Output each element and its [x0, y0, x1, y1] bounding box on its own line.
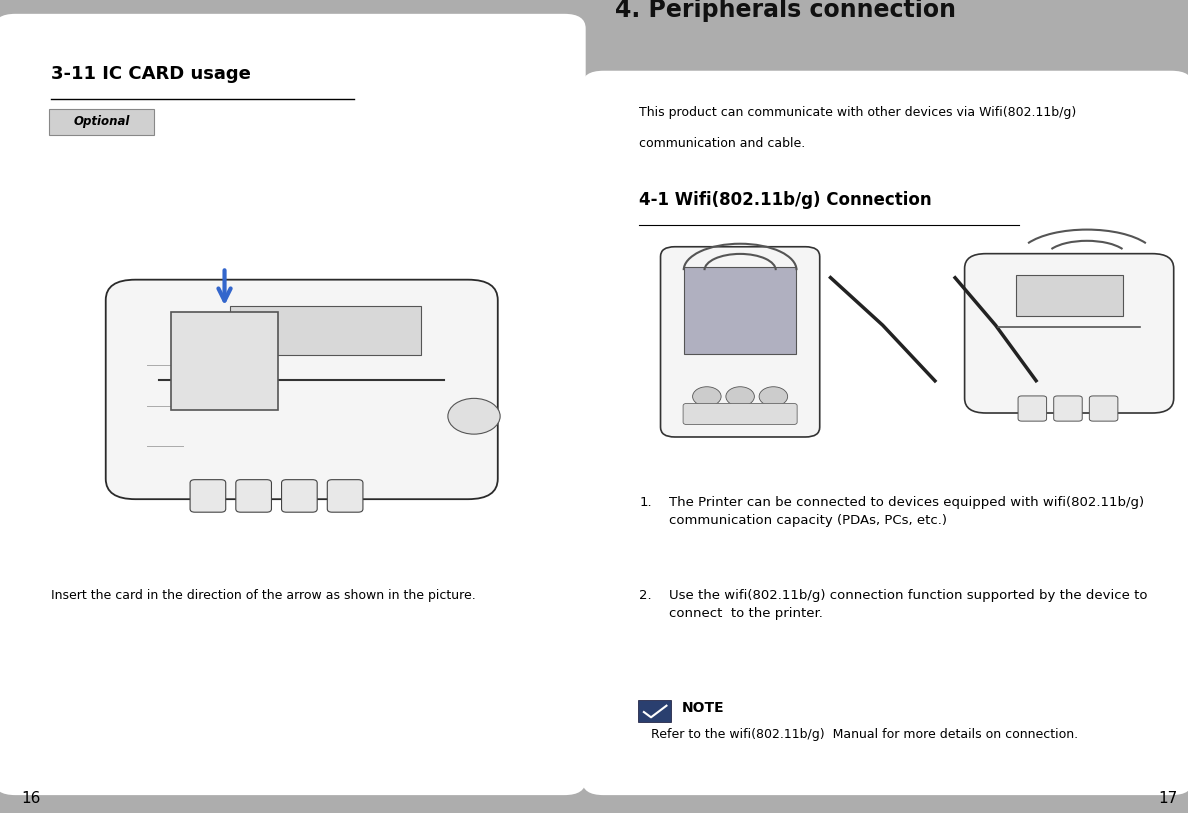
FancyBboxPatch shape [684, 267, 796, 354]
FancyBboxPatch shape [327, 480, 362, 512]
FancyBboxPatch shape [1018, 396, 1047, 421]
Circle shape [693, 387, 721, 406]
FancyBboxPatch shape [683, 403, 797, 424]
FancyBboxPatch shape [1016, 275, 1123, 316]
Text: communication and cable.: communication and cable. [639, 137, 805, 150]
Text: 4-1 Wifi(802.11b/g) Connection: 4-1 Wifi(802.11b/g) Connection [639, 191, 931, 209]
Text: This product can communicate with other devices via Wifi(802.11b/g): This product can communicate with other … [639, 106, 1076, 119]
FancyBboxPatch shape [0, 14, 586, 795]
Circle shape [448, 398, 500, 434]
Text: 2.: 2. [639, 589, 652, 602]
FancyBboxPatch shape [190, 480, 226, 512]
Text: NOTE: NOTE [682, 701, 725, 715]
Text: The Printer can be connected to devices equipped with wifi(802.11b/g)
communicat: The Printer can be connected to devices … [669, 496, 1144, 527]
Text: 3-11 IC CARD usage: 3-11 IC CARD usage [51, 65, 251, 83]
FancyBboxPatch shape [282, 480, 317, 512]
Circle shape [726, 387, 754, 406]
Text: Insert the card in the direction of the arrow as shown in the picture.: Insert the card in the direction of the … [51, 589, 476, 602]
FancyBboxPatch shape [965, 254, 1174, 413]
FancyBboxPatch shape [1054, 396, 1082, 421]
Polygon shape [171, 312, 278, 410]
FancyBboxPatch shape [230, 306, 421, 355]
FancyBboxPatch shape [582, 71, 1188, 795]
FancyBboxPatch shape [49, 109, 154, 135]
Text: 1.: 1. [639, 496, 652, 509]
FancyBboxPatch shape [661, 247, 820, 437]
FancyBboxPatch shape [638, 699, 671, 722]
FancyBboxPatch shape [235, 480, 271, 512]
Text: 4. Peripherals connection: 4. Peripherals connection [615, 0, 956, 22]
FancyBboxPatch shape [1089, 396, 1118, 421]
Text: 16: 16 [21, 792, 40, 806]
Text: Refer to the wifi(802.11b/g)  Manual for more details on connection.: Refer to the wifi(802.11b/g) Manual for … [651, 728, 1079, 741]
Circle shape [759, 387, 788, 406]
Text: 17: 17 [1158, 792, 1177, 806]
Text: Use the wifi(802.11b/g) connection function supported by the device to
connect  : Use the wifi(802.11b/g) connection funct… [669, 589, 1148, 620]
FancyBboxPatch shape [106, 280, 498, 499]
Text: Optional: Optional [74, 115, 129, 128]
